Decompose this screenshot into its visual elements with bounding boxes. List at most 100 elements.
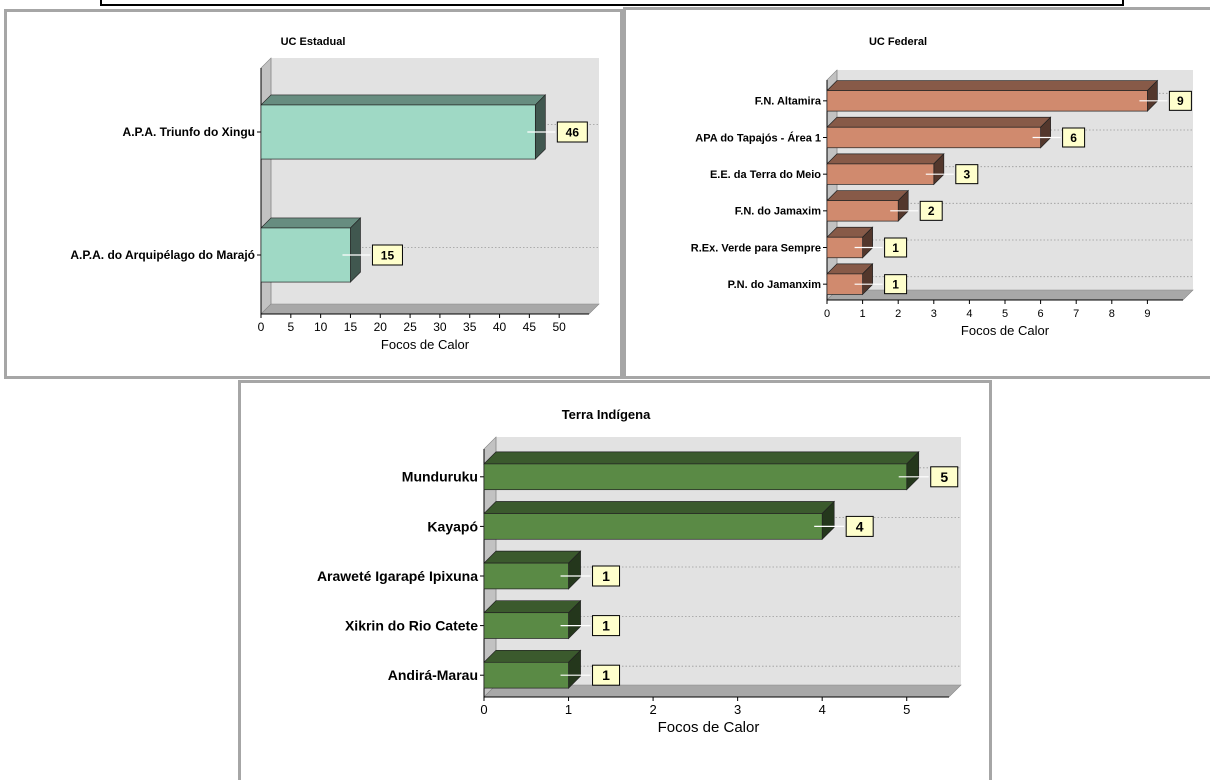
x-tick-label: 15 <box>344 320 358 334</box>
x-tick-label: 30 <box>433 320 447 334</box>
category-label: F.N. Altamira <box>755 96 822 108</box>
bar <box>483 562 569 590</box>
value-label-box <box>955 164 979 185</box>
value-label-box <box>884 237 908 258</box>
x-tick-label: 0 <box>824 308 830 320</box>
x-axis-label: Focos de Calor <box>381 337 470 352</box>
value-label-box <box>1168 90 1192 111</box>
x-tick-label: 7 <box>1073 308 1079 320</box>
bar-side-face <box>534 94 546 160</box>
bar-top-face <box>826 80 1159 91</box>
uc-federal-chart: UC Federal 0 1 2 3 4 5 6 7 8 9 Focos de Calor F.N. A… <box>691 36 1194 338</box>
x-tick-label: 0 <box>258 320 265 334</box>
x-axis-label: Focos de Calor <box>961 323 1050 338</box>
bar-top-face <box>826 153 945 165</box>
x-tick-label: 0 <box>480 702 487 717</box>
bar <box>260 227 351 283</box>
x-tick-label: 9 <box>1144 308 1150 320</box>
header-frame-line <box>100 0 1124 6</box>
category-label: A.P.A. Triunfo do Xingu <box>123 125 255 139</box>
x-tick-label: 8 <box>1109 308 1115 320</box>
uc-estadual-chart: UC Estadual 0 5 10 15 20 25 30 35 40 45 50 Focos de … <box>70 36 600 352</box>
x-tick-label: 1 <box>565 702 572 717</box>
value-label-box <box>930 466 959 488</box>
category-label: E.E. da Terra do Meio <box>710 169 821 181</box>
bar-top-face <box>483 451 920 465</box>
x-tick-label: 3 <box>931 308 937 320</box>
value-label-box <box>1062 127 1086 148</box>
x-tick-label: 10 <box>314 320 328 334</box>
chart-panel-terra-indigena: Terra Indígena 0 1 2 3 4 5 Focos de Calor Mundur… <box>238 380 992 780</box>
x-tick-label: 2 <box>895 308 901 320</box>
value-label: 2 <box>928 204 935 218</box>
x-axis-label: Focos de Calor <box>658 719 760 736</box>
x-tick-label: 20 <box>374 320 388 334</box>
x-tick-label: 50 <box>553 320 567 334</box>
bar-top-face <box>483 649 582 663</box>
category-label: R.Ex. Verde para Sempre <box>691 242 821 254</box>
chart-title: UC Federal <box>869 36 927 48</box>
chart-title: Terra Indígena <box>562 407 651 422</box>
bar-top-face <box>826 190 910 201</box>
value-label: 3 <box>963 167 970 181</box>
bar-side-face <box>350 217 361 283</box>
x-tick-label: 1 <box>860 308 866 320</box>
value-label: 4 <box>856 518 864 534</box>
bar-top-face <box>483 600 582 614</box>
x-tick-label: 5 <box>287 320 294 334</box>
value-label-box <box>884 274 908 295</box>
x-tick-label: 4 <box>966 308 972 320</box>
x-tick-label: 6 <box>1038 308 1044 320</box>
value-label-box <box>845 515 874 537</box>
bar <box>483 463 908 491</box>
value-label: 1 <box>602 667 610 683</box>
value-label: 6 <box>1070 131 1077 145</box>
value-label: 1 <box>602 618 610 634</box>
value-label-box <box>592 615 621 637</box>
category-label: Kayapó <box>427 518 478 534</box>
value-label: 15 <box>381 248 395 262</box>
value-label-box <box>919 200 943 221</box>
chart-panel-uc-federal: UC Federal 0 1 2 3 4 5 6 7 8 9 Focos de Calor F.N. A… <box>623 7 1210 379</box>
value-label-box <box>592 664 621 686</box>
category-label: Xikrin do Rio Catete <box>345 618 478 634</box>
chart-panel-uc-estadual: UC Estadual 0 5 10 15 20 25 30 35 40 45 50 Focos de … <box>4 9 623 379</box>
category-label: Munduruku <box>402 469 478 485</box>
category-label: Andirá-Marau <box>388 667 478 683</box>
bar <box>826 126 1041 149</box>
terra-indigena-chart: Terra Indígena 0 1 2 3 4 5 Focos de Calor Mundur… <box>317 407 962 736</box>
value-label: 1 <box>892 241 899 255</box>
bar <box>826 163 935 185</box>
x-tick-label: 40 <box>493 320 507 334</box>
value-label-box <box>592 565 621 587</box>
x-tick-label: 5 <box>903 702 910 717</box>
category-label: P.N. do Jamanxim <box>728 279 822 291</box>
bar-top-face <box>260 217 362 229</box>
value-label: 46 <box>566 125 580 139</box>
bar-top-face <box>483 501 836 514</box>
bar-top-face <box>483 550 582 564</box>
category-label: Araweté Igarapé Ipixuna <box>317 568 478 584</box>
x-tick-label: 2 <box>649 702 656 717</box>
value-label: 1 <box>892 277 899 291</box>
bar-top-face <box>826 116 1052 128</box>
value-label: 9 <box>1177 94 1184 108</box>
x-tick-label: 45 <box>523 320 537 334</box>
value-label-box <box>371 244 403 266</box>
plot-floor <box>260 303 600 315</box>
value-label: 5 <box>940 469 948 485</box>
value-label-box <box>556 121 588 143</box>
plot-floor <box>826 289 1194 301</box>
x-tick-label: 4 <box>819 702 826 717</box>
bar <box>260 104 536 160</box>
x-tick-label: 3 <box>734 702 741 717</box>
bar <box>483 612 569 639</box>
category-label: F.N. do Jamaxim <box>735 206 821 218</box>
x-tick-label: 5 <box>1002 308 1008 320</box>
category-label: APA do Tapajós - Área 1 <box>695 131 821 144</box>
x-tick-label: 35 <box>463 320 477 334</box>
x-tick-label: 25 <box>403 320 417 334</box>
chart-title: UC Estadual <box>281 36 346 48</box>
bar-top-face <box>260 94 547 106</box>
bar <box>483 513 823 540</box>
